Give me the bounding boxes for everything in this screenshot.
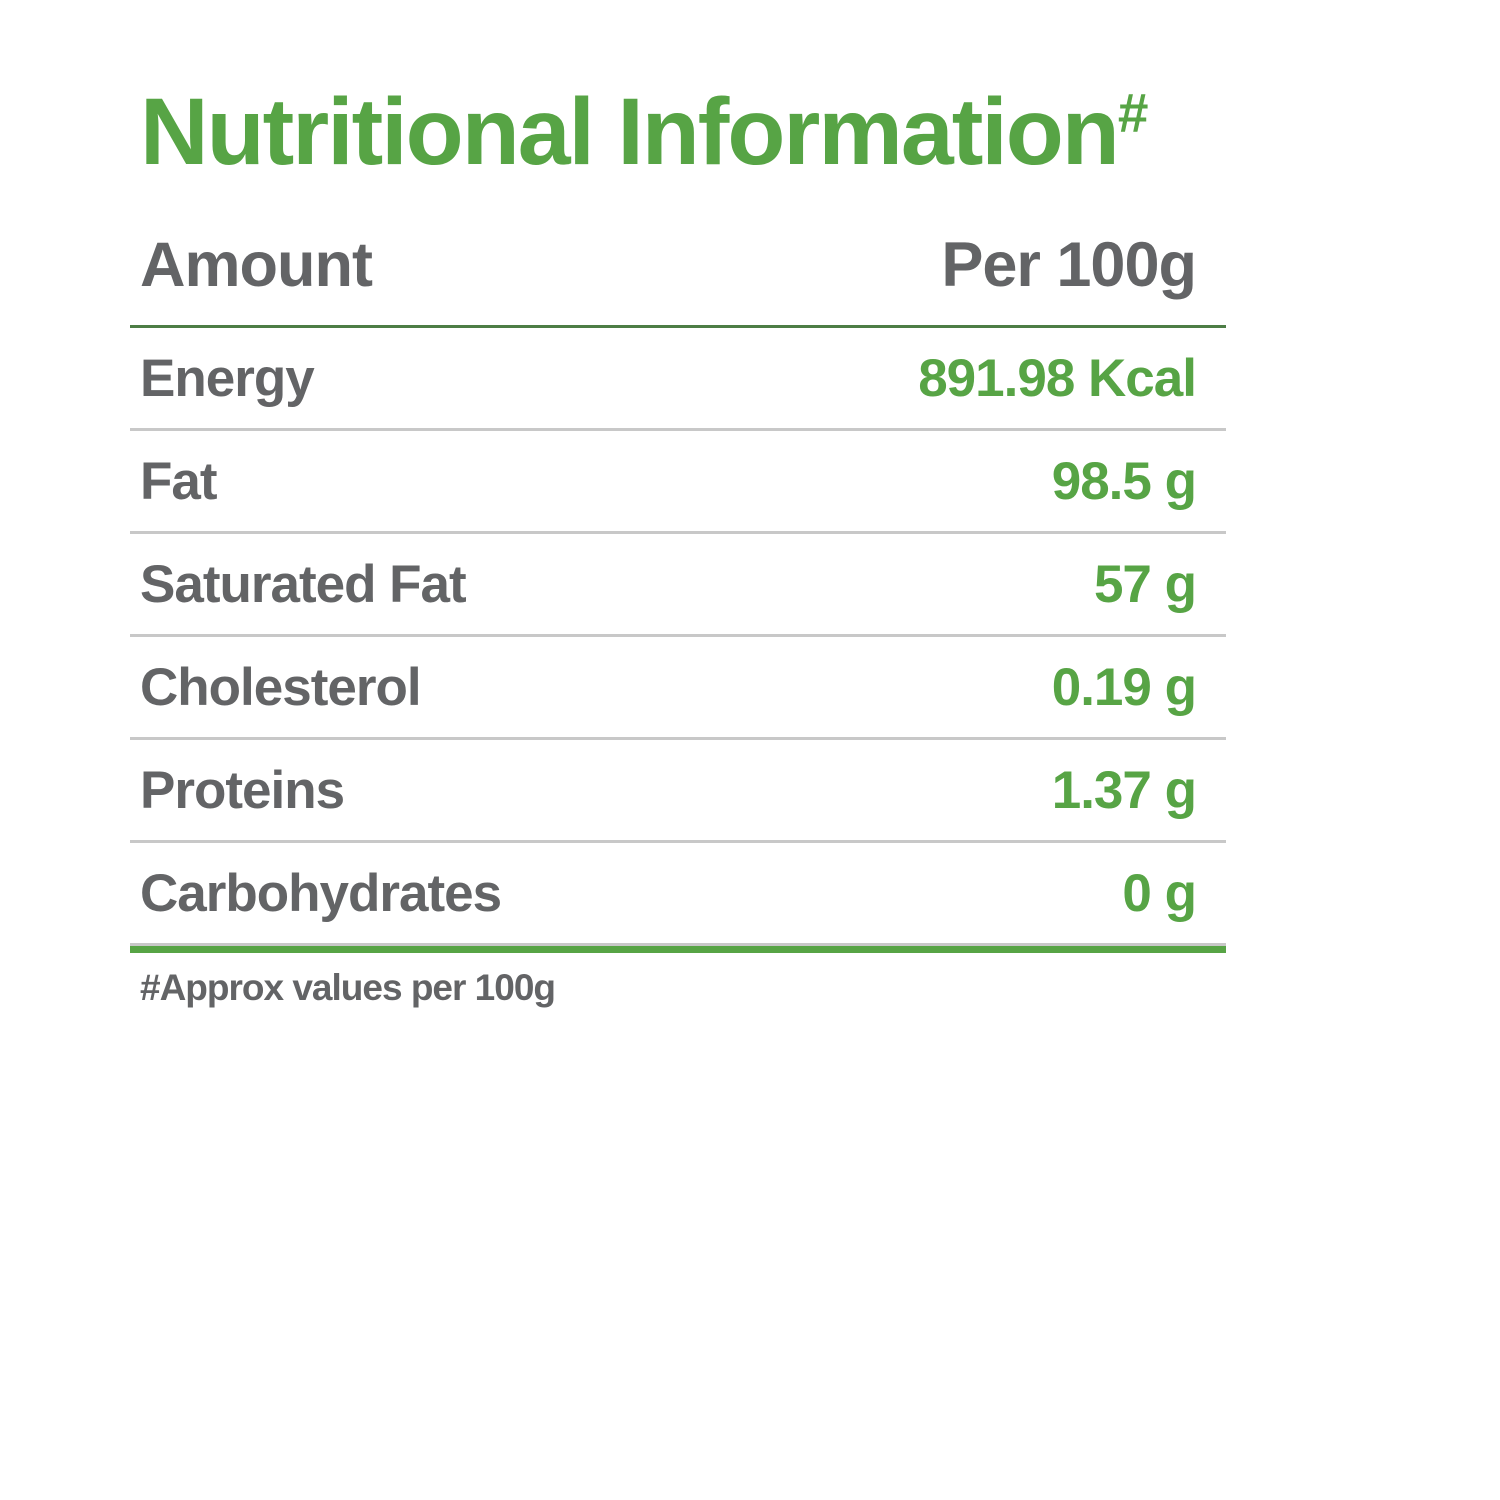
nutrient-value: 57 g: [1093, 554, 1197, 614]
page-title-text: Nutritional Information: [140, 79, 1120, 185]
nutrient-value: 98.5 g: [1051, 451, 1197, 511]
nutrient-label: Energy: [140, 348, 315, 408]
table-header: Amount Per 100g: [130, 229, 1226, 329]
column-header-per-100g: Per 100g: [941, 230, 1197, 301]
nutrient-value: 0.19 g: [1051, 657, 1197, 717]
nutrient-value: 1.37 g: [1051, 760, 1197, 820]
row-fat: Fat 98.5 g: [130, 431, 1226, 535]
table-bottom-divider: [130, 946, 1226, 954]
page-title-superscript: #: [1117, 81, 1149, 144]
row-saturated-fat: Saturated Fat 57 g: [130, 534, 1226, 638]
nutrient-label: Proteins: [140, 760, 345, 820]
nutrient-label: Carbohydrates: [140, 863, 502, 923]
nutrient-label: Fat: [140, 451, 217, 511]
nutrient-label: Cholesterol: [140, 657, 422, 717]
nutrient-value: 0 g: [1122, 863, 1197, 923]
row-cholesterol: Cholesterol 0.19 g: [130, 637, 1226, 741]
nutrient-value: 891.98 Kcal: [918, 348, 1197, 408]
page-title: Nutritional Information#: [130, 78, 1226, 187]
nutrition-panel: Nutritional Information# Amount Per 100g…: [130, 78, 1226, 1009]
footnote: #Approx values per 100g: [140, 967, 556, 1009]
column-header-amount: Amount: [140, 230, 373, 301]
nutrient-label: Saturated Fat: [140, 554, 467, 614]
row-energy: Energy 891.98 Kcal: [130, 328, 1226, 432]
row-carbohydrates: Carbohydrates 0 g: [130, 843, 1226, 947]
row-proteins: Proteins 1.37 g: [130, 740, 1226, 844]
